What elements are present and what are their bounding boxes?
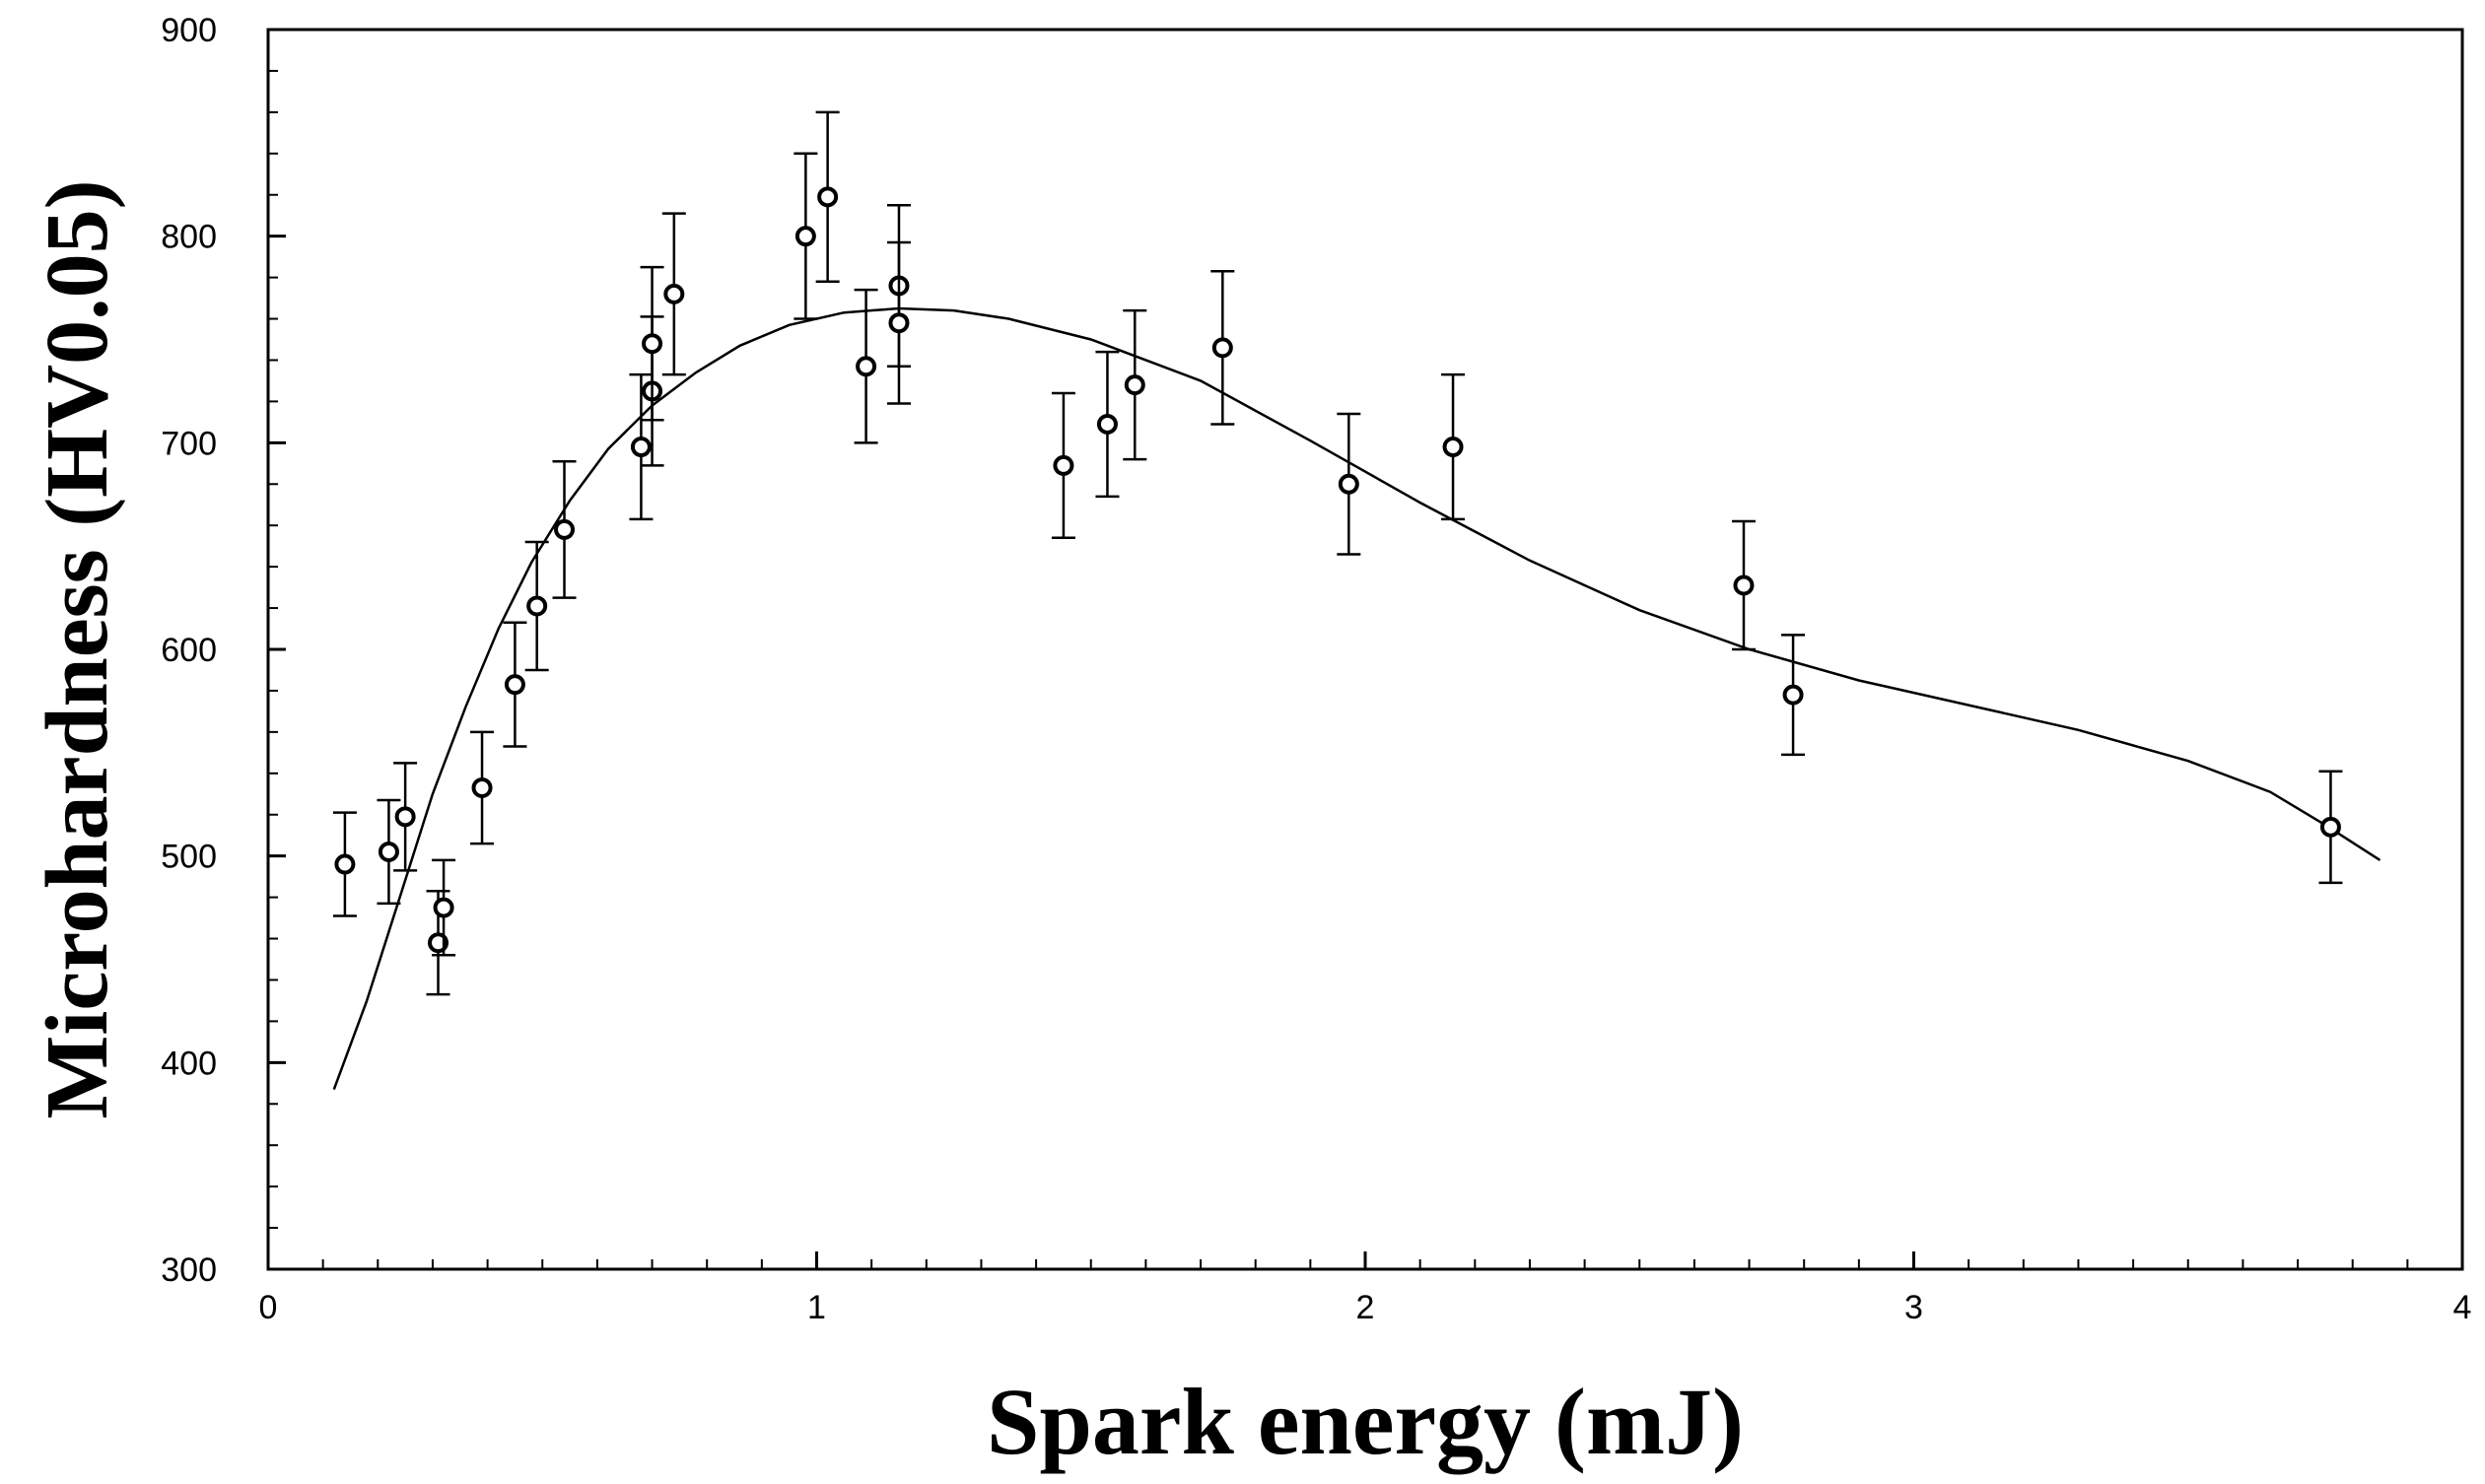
point-marker	[554, 518, 576, 540]
x-tick-label: 1	[807, 1289, 826, 1326]
point-marker	[1733, 574, 1755, 596]
data-point	[1441, 372, 1466, 521]
data-point	[332, 811, 357, 917]
point-marker	[1053, 454, 1074, 476]
data-point	[640, 265, 664, 422]
point-marker	[526, 595, 548, 617]
data-point	[886, 240, 911, 405]
data-point	[503, 621, 527, 748]
x-tick-label: 0	[259, 1289, 278, 1326]
data-point	[661, 212, 686, 376]
x-axis-title: Spark energy (mJ)	[987, 1369, 1744, 1474]
fit-curve	[332, 306, 2381, 1091]
point-marker	[2319, 816, 2341, 838]
point-marker	[334, 853, 356, 875]
x-tick-labels: 0 1 2 3 4	[259, 1289, 2472, 1326]
point-marker	[433, 897, 454, 918]
data-point	[1095, 350, 1120, 499]
data-point	[393, 762, 418, 872]
data-point	[854, 288, 878, 444]
data-point	[377, 798, 401, 906]
y-tick-label: 400	[161, 1045, 217, 1082]
data-point	[470, 730, 495, 845]
point-marker	[1211, 337, 1233, 359]
point-marker	[378, 841, 399, 862]
point-marker	[394, 806, 416, 828]
point-marker	[817, 186, 839, 208]
y-tick-label: 500	[161, 839, 217, 876]
data-point	[1051, 391, 1075, 540]
x-tick-label: 4	[2453, 1289, 2472, 1326]
major-ticks	[266, 28, 2464, 1271]
point-marker	[428, 932, 449, 954]
point-marker	[1338, 473, 1359, 495]
data-point	[1210, 270, 1235, 426]
data-point	[552, 459, 577, 599]
point-marker	[1124, 374, 1145, 396]
data-point	[1781, 634, 1806, 757]
y-tick-label: 900	[161, 12, 217, 49]
y-tick-label: 800	[161, 219, 217, 256]
x-tick-label: 2	[1356, 1289, 1375, 1326]
y-axis-title: Microhardness (HV0.05)	[29, 179, 126, 1118]
data-point	[629, 372, 654, 521]
point-marker	[471, 776, 493, 798]
y-tick-label: 700	[161, 425, 217, 462]
point-marker	[888, 312, 910, 334]
data-point	[1731, 519, 1756, 651]
point-marker	[856, 356, 877, 377]
plot-area	[266, 28, 2464, 1271]
data-points	[332, 110, 2343, 996]
point-marker	[663, 283, 685, 304]
y-tick-labels: 300 400 500 600 700 800 900	[161, 12, 217, 1289]
data-point	[815, 110, 840, 284]
point-marker	[630, 437, 652, 458]
point-marker	[794, 226, 816, 247]
point-marker	[1442, 437, 1464, 458]
data-point	[794, 152, 818, 320]
y-tick-label: 300	[161, 1251, 217, 1289]
x-tick-label: 3	[1904, 1289, 1923, 1326]
data-point	[524, 540, 549, 672]
point-marker	[1096, 413, 1118, 435]
point-marker	[1782, 684, 1804, 706]
data-point	[1337, 412, 1361, 556]
data-point	[1123, 308, 1147, 461]
y-tick-label: 600	[161, 632, 217, 669]
data-point	[2318, 770, 2343, 885]
point-marker	[504, 674, 525, 696]
point-marker	[642, 333, 663, 355]
data-point	[432, 858, 456, 957]
